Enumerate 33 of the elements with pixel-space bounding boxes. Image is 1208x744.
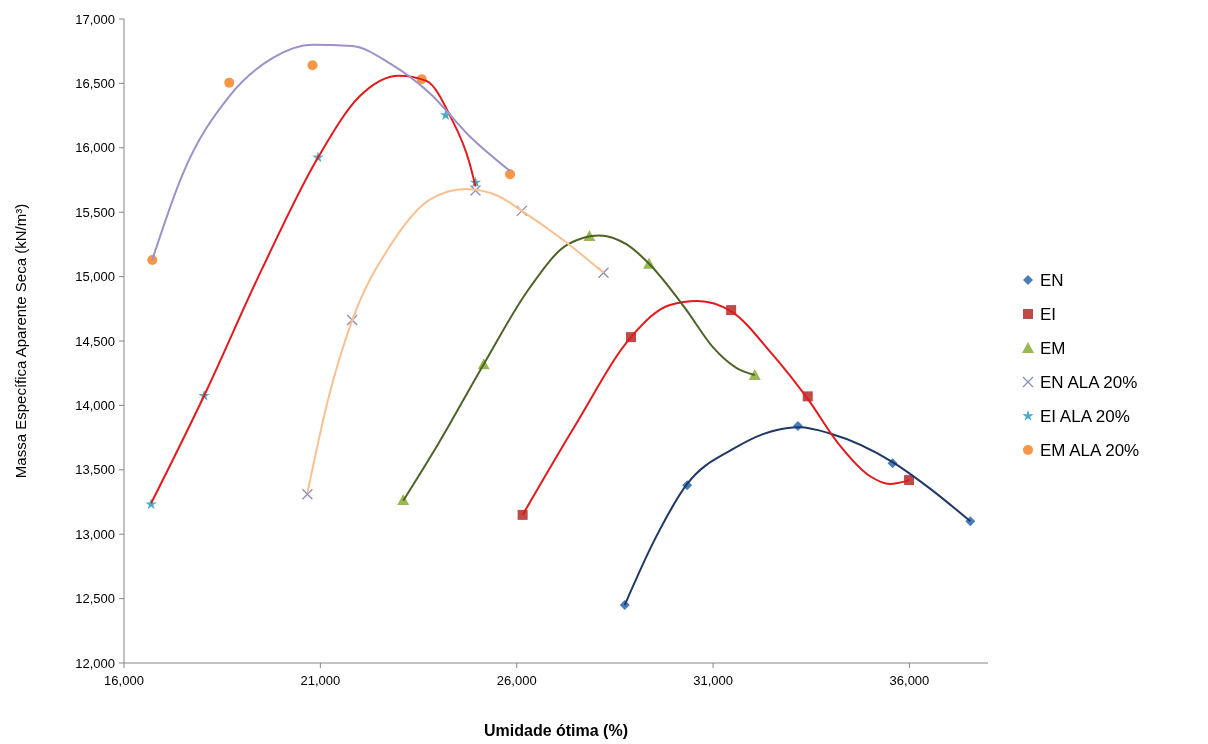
y-tick-label: 13,000 [75,526,115,542]
x-axis-title: Umidade ótima (%) [483,722,629,739]
y-tick-label: 12,500 [75,591,115,607]
point [301,488,314,500]
x-tick-label: 31,000 [693,673,733,688]
x-tick-label: 36,000 [889,673,930,688]
legend-label: EI [1040,304,1057,324]
y-tick-label: 15,500 [75,204,115,220]
y-tick-label: 13,500 [75,462,115,478]
legend-label: EM ALA 20% [1040,440,1140,460]
y-tick-label: 14,500 [75,333,115,349]
point [748,369,761,380]
point [505,169,516,180]
point [307,60,318,71]
legend-label: EN [1040,270,1064,290]
y-tick-label: 16,000 [75,140,115,156]
y-tick-label: 15,000 [75,269,115,285]
y-axis-title: Massa Específica Aparente Seca (kN/m³) [12,203,29,479]
point [469,184,482,197]
x-tick-label: 26,000 [496,673,537,688]
y-tick-label: 17,000 [75,11,115,27]
point [516,205,528,217]
y-tick-label: 16,500 [75,75,115,91]
x-tick-label: 16,000 [104,673,144,688]
point [346,314,358,326]
y-tick-label: 12,000 [75,655,115,671]
legend-label: EI ALA 20% [1040,406,1130,426]
line-series [306,188,605,494]
y-tick-label: 14,000 [75,397,115,413]
legend-label: EN ALA 20% [1040,372,1138,392]
x-tick-label: 21,000 [300,673,341,688]
point [224,77,235,88]
legend-label: EM [1040,338,1066,358]
